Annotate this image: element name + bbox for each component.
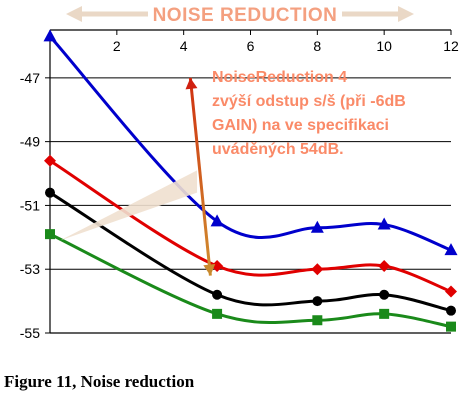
series-3-point-3 (379, 308, 390, 319)
series-3-point-2 (312, 315, 323, 326)
annotation-callout: NoiseReduction 4 zvýší odstup s/š (při -6… (60, 69, 406, 276)
noise-reduction-chart: 2 4 6 8 10 12 -47 -49 -51 -53 -55 NoiseReduction … (20, 5, 459, 341)
series-1-point-0 (44, 154, 56, 167)
series-2-point-0 (45, 187, 55, 198)
series-2-point-4 (446, 305, 456, 316)
series-0-line (48, 35, 452, 252)
x-tick-labels: 2 4 6 8 10 12 (113, 38, 459, 54)
x-tick-label-5: 12 (443, 38, 459, 54)
series-0-point-4 (444, 243, 458, 256)
series-0-point-1 (210, 214, 224, 227)
series-0-point-3 (377, 217, 391, 230)
callout-pointer-wedge (60, 170, 198, 241)
y-tick-label-3: -53 (20, 261, 40, 277)
x-tick-label-1: 4 (180, 38, 188, 54)
callout-line-1: zvýší odstup s/š (při -6dB (212, 93, 406, 110)
series-1-point-2 (311, 263, 324, 276)
series-0 (43, 29, 458, 256)
y-tick-label-2: -51 (20, 197, 40, 213)
series-2 (45, 187, 456, 316)
series-2-line (49, 191, 452, 313)
title-left-arrow-icon (66, 6, 148, 22)
callout-line-0: NoiseReduction 4 (212, 69, 347, 86)
axes (45, 29, 452, 334)
title-right-arrow-icon (342, 6, 414, 22)
series-1-point-1 (211, 260, 224, 273)
series-0-point-2 (310, 220, 324, 233)
x-tick-label-4: 10 (376, 38, 392, 54)
y-tick-label-0: -47 (20, 70, 40, 86)
series-2-point-3 (379, 289, 390, 300)
chart-title: NOISE REDUCTION (153, 5, 338, 26)
series-2-point-2 (312, 296, 323, 307)
y-tick-labels: -47 -49 -51 -53 -55 (20, 70, 40, 341)
y-tick-label-4: -55 (20, 325, 40, 341)
series-3-point-1 (212, 308, 223, 319)
x-tick-label-2: 6 (247, 38, 255, 54)
callout-arrowhead-down-icon (203, 264, 216, 276)
figure-caption: Figure 11, Noise reduction (4, 372, 195, 391)
series-0-point-0 (43, 29, 57, 42)
series-2-point-1 (212, 289, 223, 300)
x-tick-label-0: 2 (113, 38, 121, 54)
callout-arrow-shaft (188, 77, 212, 276)
chart-title-group: NOISE REDUCTION (66, 5, 414, 26)
series-3-point-4 (446, 321, 456, 332)
series-1-point-4 (445, 285, 457, 298)
series-3-line (49, 232, 452, 329)
callout-line-2: GAIN) na ve specifikaci (212, 117, 389, 134)
callout-line-3: uváděných 54dB. (212, 141, 344, 158)
series-3-point-0 (45, 229, 55, 240)
callout-arrowhead-up-icon (185, 77, 198, 90)
y-tick-label-1: -49 (20, 134, 40, 150)
series-1-point-3 (378, 260, 391, 273)
series-3 (45, 229, 456, 332)
x-tick-label-3: 8 (313, 38, 321, 54)
